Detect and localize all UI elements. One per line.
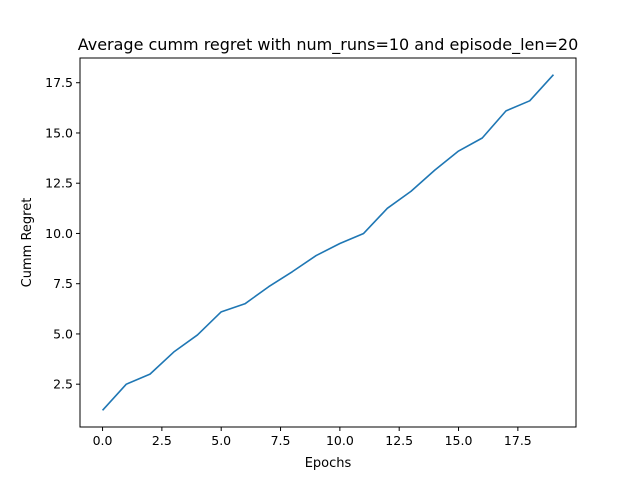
series-layer: [101, 74, 555, 411]
y-axis: 2.5 5.0 7.5 10.0 12.5 15.0 17.5: [45, 75, 80, 392]
y-tick-label: 10.0: [45, 226, 73, 241]
x-tick-label: 12.5: [385, 433, 413, 448]
plot-frame: [79, 57, 577, 428]
y-tick-label: 7.5: [53, 276, 73, 291]
series-line: [101, 74, 555, 411]
x-axis: 0.0 2.5 5.0 7.5 10.0 12.5 15.0 17.5: [93, 427, 532, 448]
x-tick-label: 0.0: [93, 433, 113, 448]
x-tick-label: 15.0: [445, 433, 473, 448]
chart-title: Average cumm regret with num_runs=10 and…: [78, 35, 579, 55]
x-tick-label: 17.5: [504, 433, 532, 448]
y-tick-label: 17.5: [45, 75, 73, 90]
plot-area: [79, 57, 577, 428]
x-axis-label: Epochs: [305, 456, 352, 471]
x-tick-label: 2.5: [152, 433, 172, 448]
x-tick-label: 10.0: [326, 433, 354, 448]
y-tick-label: 15.0: [45, 125, 73, 140]
y-tick-label: 5.0: [53, 326, 73, 341]
y-tick-label: 12.5: [45, 176, 73, 191]
y-axis-label: Cumm Regret: [20, 198, 35, 288]
x-tick-label: 7.5: [271, 433, 291, 448]
y-tick-label: 2.5: [53, 377, 73, 392]
x-tick-label: 5.0: [211, 433, 231, 448]
